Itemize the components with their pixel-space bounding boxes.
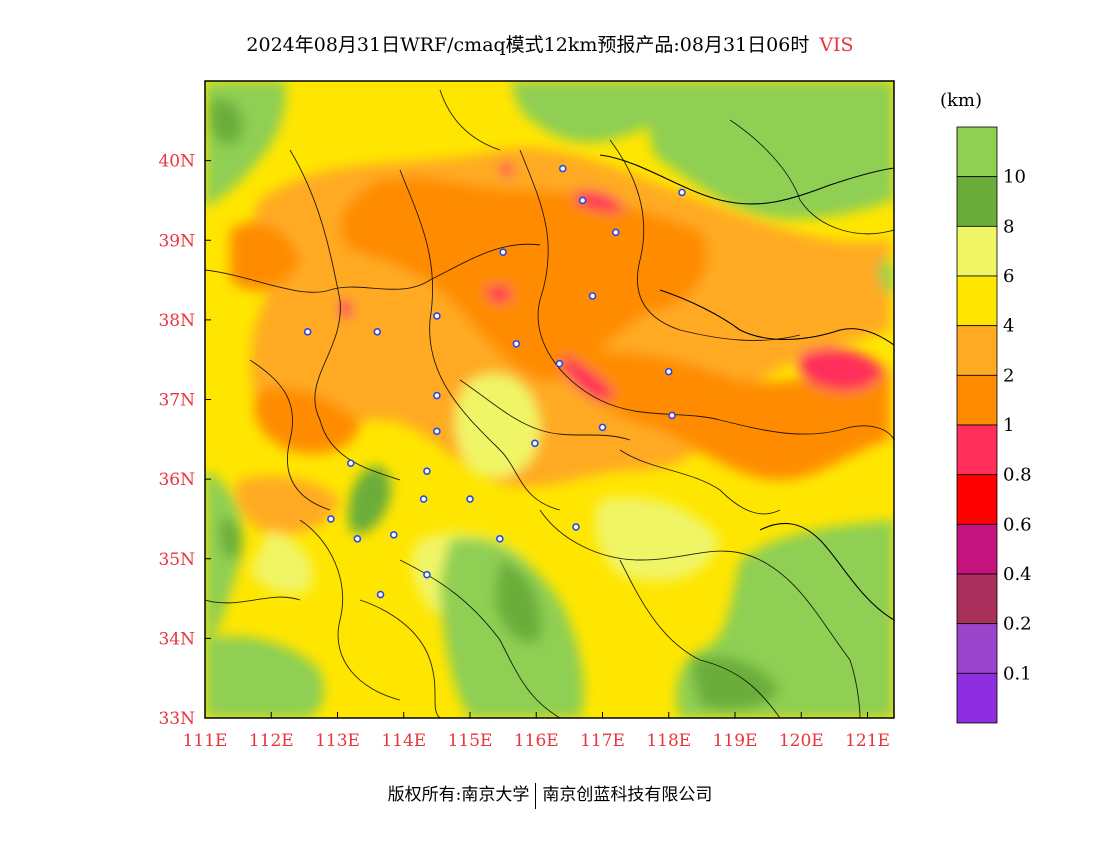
lon-tick-label: 117E	[580, 731, 625, 751]
longitude-axis: 111E 112E 113E 114E 115E 116E 117E 118E 119E 120E…	[183, 712, 890, 751]
legend-label: 6	[1003, 266, 1014, 287]
lon-tick-label: 121E	[845, 731, 890, 751]
city-marker	[572, 523, 580, 531]
copyright-footer: 版权所有:南京大学 南京创蓝科技有限公司	[0, 780, 1100, 809]
lat-tick-label: 38N	[158, 311, 195, 331]
city-marker	[512, 339, 521, 348]
legend-label: 1	[1003, 415, 1014, 436]
city-marker	[327, 515, 335, 523]
latitude-axis: 33N 34N 35N 36N 37N 38N 39N 40N	[158, 152, 211, 729]
lat-tick-label: 40N	[158, 152, 195, 172]
city-marker	[668, 411, 676, 420]
city-marker	[664, 367, 673, 376]
city-marker	[390, 531, 398, 539]
lon-tick-label: 112E	[249, 731, 294, 751]
footer-separator	[535, 782, 537, 809]
legend-label: 0.1	[1003, 663, 1032, 684]
map-title: 2024年08月31日WRF/cmaq模式12km预报产品:08月31日06时 V…	[0, 30, 1100, 57]
legend-label: 0.2	[1003, 614, 1032, 635]
city-marker	[611, 228, 620, 237]
legend-swatch	[956, 523, 998, 575]
legend-swatch	[956, 225, 998, 277]
city-marker	[423, 570, 431, 579]
lon-tick-label: 116E	[514, 731, 559, 751]
legend-unit: (km)	[940, 90, 983, 111]
lat-tick-label: 34N	[158, 629, 195, 649]
copyright-left: 版权所有:南京大学	[387, 785, 530, 805]
city-marker	[346, 459, 355, 468]
legend-swatch	[956, 374, 998, 426]
legend-label: 4	[1003, 316, 1014, 337]
color-legend: 0.1 0.2 0.4 0.6 0.8 1 2 4 6 8 10	[956, 126, 1032, 724]
city-marker	[376, 590, 385, 599]
city-marker	[558, 164, 567, 173]
province-boundaries	[205, 89, 894, 718]
city-marker	[419, 495, 428, 503]
legend-label: 10	[1003, 167, 1026, 188]
city-marker	[433, 312, 441, 320]
legend-swatch	[956, 623, 998, 674]
city-marker	[588, 292, 597, 300]
legend-swatch	[956, 672, 998, 724]
legend-swatch	[956, 325, 998, 376]
lon-tick-label: 120E	[779, 731, 824, 751]
city-marker	[499, 248, 507, 256]
city-markers	[303, 164, 686, 599]
copyright-right: 南京创蓝科技有限公司	[542, 785, 713, 805]
city-marker	[598, 423, 607, 432]
city-marker	[433, 391, 441, 400]
variable-label: VIS	[819, 34, 854, 56]
city-marker	[496, 535, 504, 543]
lat-tick-label: 33N	[158, 709, 195, 729]
city-marker	[423, 467, 431, 475]
lat-tick-label: 36N	[158, 470, 195, 490]
lat-tick-label: 35N	[158, 550, 195, 570]
city-marker	[353, 535, 362, 543]
legend-label: 8	[1003, 216, 1014, 237]
city-marker	[433, 427, 441, 436]
legend-swatch	[956, 424, 998, 476]
lon-tick-label: 119E	[713, 731, 758, 751]
legend-swatch	[956, 474, 998, 525]
city-marker	[466, 495, 474, 503]
city-marker	[531, 439, 539, 448]
legend-swatch	[956, 126, 998, 178]
city-marker	[555, 359, 564, 368]
city-marker	[303, 328, 312, 336]
legend-swatch	[956, 275, 998, 327]
lon-tick-label: 115E	[448, 731, 493, 751]
lat-tick-label: 37N	[158, 391, 195, 411]
city-marker	[373, 328, 382, 336]
lon-tick-label: 113E	[315, 731, 360, 751]
lon-tick-label: 114E	[381, 731, 426, 751]
legend-label: 0.4	[1003, 564, 1032, 585]
legend-label: 0.6	[1003, 514, 1032, 535]
legend-label: 0.8	[1003, 465, 1032, 486]
legend-swatch	[956, 573, 998, 625]
legend-swatch	[956, 176, 998, 227]
lon-tick-label: 118E	[646, 731, 691, 751]
legend-label: 2	[1003, 365, 1014, 386]
title-text: 2024年08月31日WRF/cmaq模式12km预报产品:08月31日06时	[246, 34, 810, 56]
city-marker	[578, 196, 587, 205]
visibility-field	[205, 81, 894, 718]
lat-tick-label: 39N	[158, 231, 195, 251]
lon-tick-label: 111E	[183, 731, 228, 751]
city-marker	[678, 188, 686, 197]
